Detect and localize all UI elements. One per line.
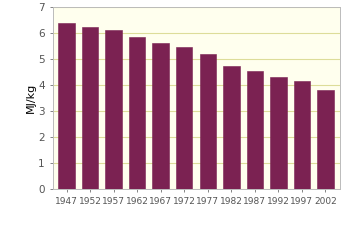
Bar (317, 90, 334, 189)
Bar (153, 43, 169, 189)
Bar (58, 23, 75, 189)
Bar (270, 77, 287, 189)
Bar (105, 30, 122, 189)
Bar (294, 81, 310, 189)
Bar (176, 47, 193, 189)
Bar (199, 54, 216, 189)
Y-axis label: MJ/kg: MJ/kg (26, 83, 35, 113)
Bar (247, 71, 263, 189)
Bar (223, 66, 239, 189)
Bar (129, 37, 145, 189)
Bar (82, 27, 98, 189)
